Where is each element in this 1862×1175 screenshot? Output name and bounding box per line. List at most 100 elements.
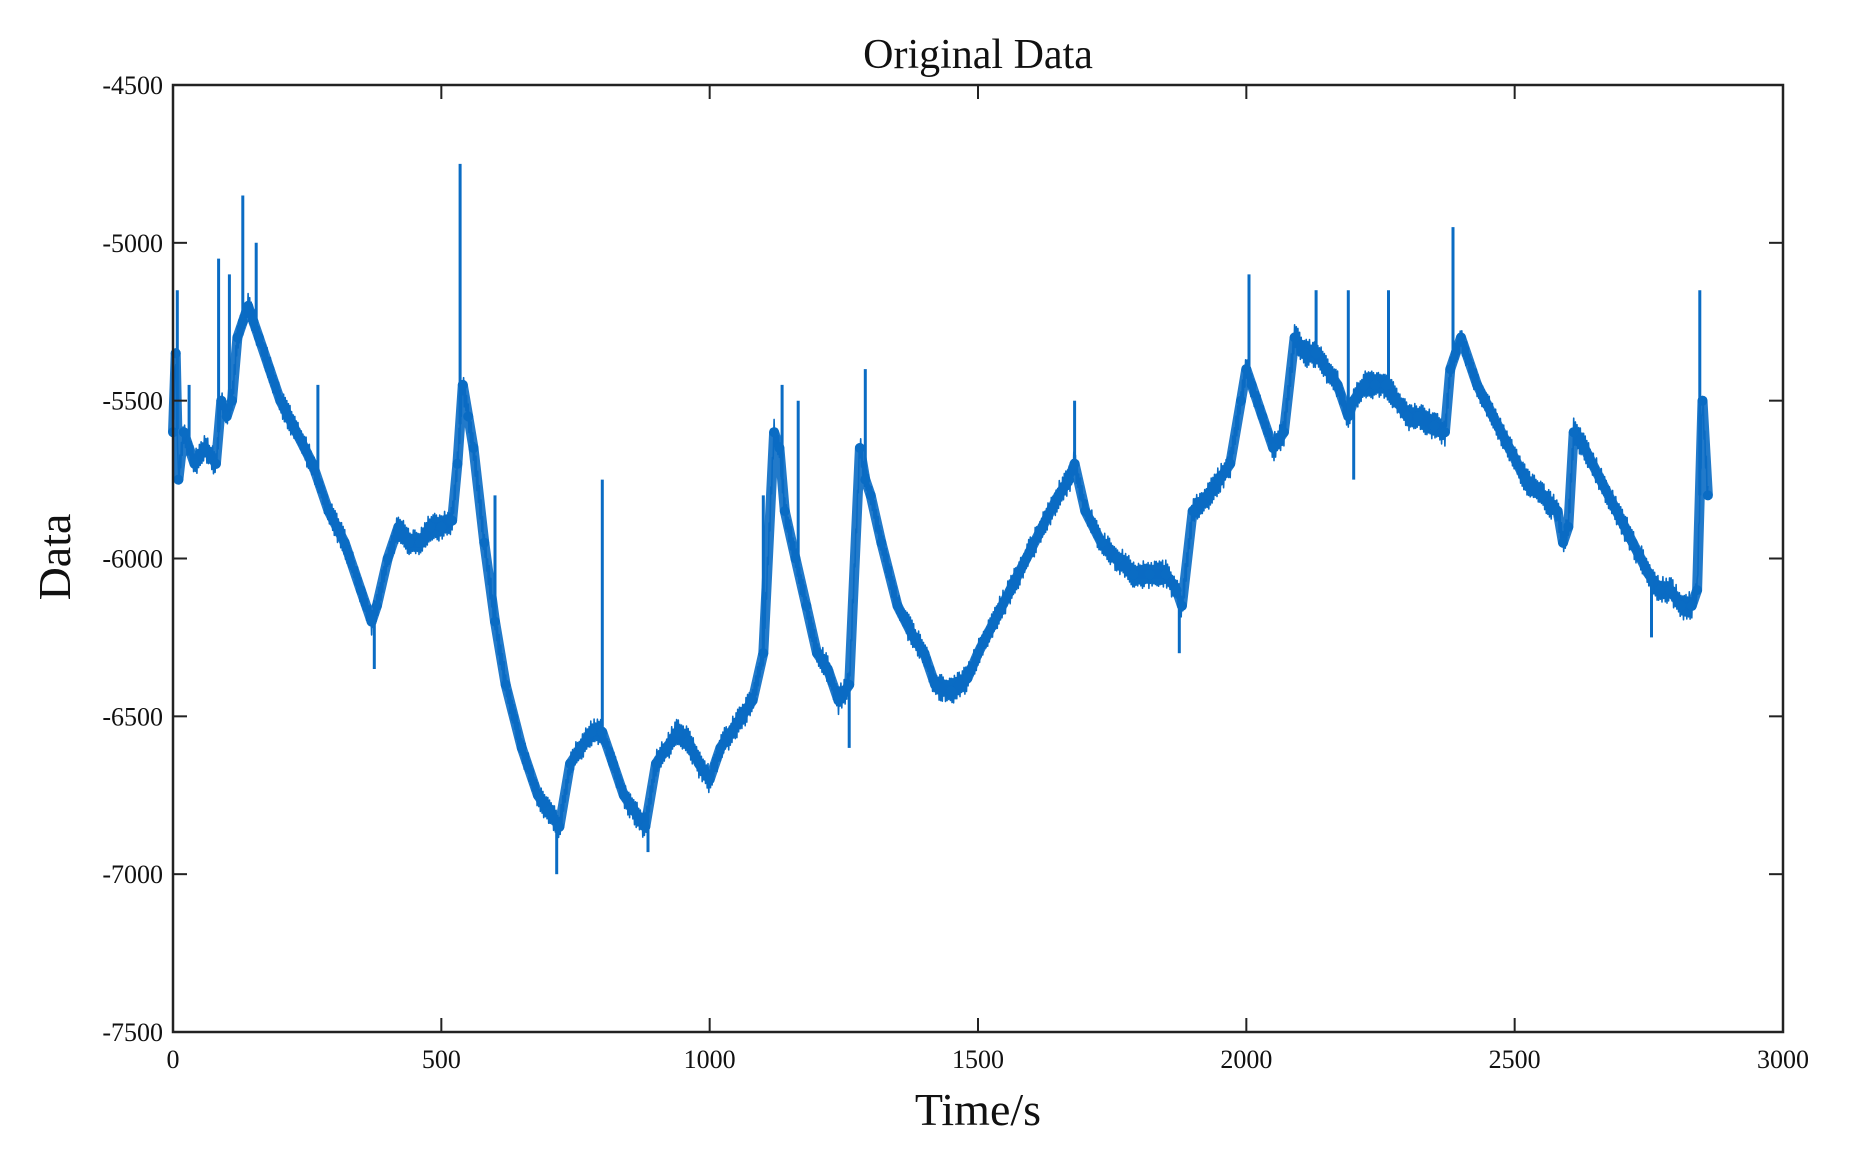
data-point [275,395,286,406]
data-point [1064,474,1075,485]
data-point [1504,443,1515,453]
x-tick-label: 2000 [1220,1045,1272,1074]
y-axis-title: Data [29,514,80,601]
data-point [500,679,511,690]
data-point [876,537,887,548]
data-point [1128,569,1139,580]
data-point [586,727,597,738]
x-tick-label: 2500 [1489,1045,1541,1074]
data-point [822,664,833,674]
data-point [355,585,366,596]
data-point [1289,332,1300,343]
data-point [243,301,254,311]
data-point [1171,585,1182,596]
data-point [736,711,747,722]
data-point [854,443,865,453]
x-tick-label: 3000 [1757,1045,1809,1074]
data-point [425,521,436,532]
data-point [1536,490,1547,501]
data-point [1676,600,1686,611]
data-point [683,736,694,747]
x-axis-title: Time/s [915,1084,1041,1135]
data-point [704,774,715,785]
data-point [661,742,672,753]
data-point [1643,569,1654,580]
data-point [908,632,919,643]
data-point [339,537,350,548]
data-point [726,727,737,738]
data-point [1686,600,1697,611]
data-point [463,411,474,422]
data-point [1225,458,1236,469]
data-point [1611,506,1622,517]
data-point [173,474,184,485]
data-point [307,458,318,469]
data-point [1702,490,1713,501]
data-point [575,742,586,753]
data-point [962,673,973,684]
y-tick-label: -7500 [102,1018,163,1047]
data-point [1278,427,1289,438]
data-point [532,790,543,801]
data-point [1037,521,1048,532]
x-tick-label: 0 [167,1045,180,1074]
data-point [1402,411,1413,422]
data-point [479,537,490,548]
data-point [447,515,458,526]
data-point [973,648,983,659]
data-point [393,521,404,532]
data-point [1429,420,1440,431]
data-point [189,458,200,469]
data-point [651,758,661,769]
data-point [1456,332,1466,343]
y-tick-label: -6500 [102,702,163,731]
data-point [221,411,232,422]
x-tick-label: 1500 [952,1045,1004,1074]
data-point [404,537,415,548]
data-point [629,806,640,816]
data-point [371,600,382,611]
data-point [672,727,683,738]
data-point [1445,364,1456,375]
data-point [1665,585,1676,596]
data-point [1332,379,1343,390]
data-point [1558,537,1568,548]
data-point [1488,411,1499,422]
data-point [232,332,243,343]
data-point [1413,411,1424,422]
data-point [1021,553,1032,564]
y-tick-label: -5500 [102,387,163,416]
data-point [1236,395,1246,406]
data-point [382,553,393,564]
data-point [1257,411,1268,422]
data-point [769,427,780,438]
data-point [1246,379,1257,390]
data-point [1579,443,1590,453]
data-point [210,458,221,469]
data-point [833,695,844,706]
data-point [1187,506,1198,517]
data-point [414,537,425,548]
data-point [1563,521,1574,532]
data-point [1391,395,1402,406]
data-point [1053,490,1064,501]
data-point [253,332,264,343]
data-point [452,458,463,469]
plot-area [168,163,1713,875]
data-point [543,806,554,816]
data-point [715,742,726,753]
data-point [1595,474,1606,485]
data-point [323,506,334,517]
x-tick-label: 1000 [684,1045,736,1074]
data-point [1214,474,1225,485]
data-point [892,600,903,611]
data-point [1096,537,1107,548]
x-tick-label: 500 [422,1045,461,1074]
data-point [1520,474,1531,485]
data-point [1112,553,1123,564]
y-tick-label: -6000 [102,545,163,574]
data-point [1359,379,1370,390]
data-point [1692,585,1703,596]
data-point [200,443,211,453]
